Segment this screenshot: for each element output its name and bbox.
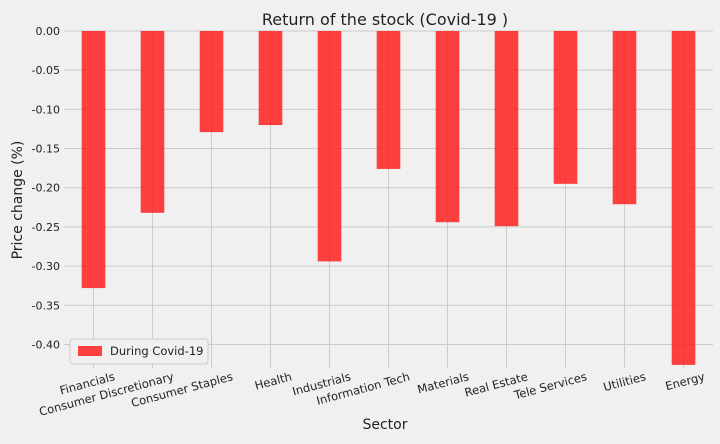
bar: [199, 31, 224, 133]
y-tick-label: -0.25: [32, 221, 60, 234]
bar: [376, 31, 401, 169]
bar: [140, 31, 165, 213]
y-tick-label: -0.40: [32, 338, 60, 351]
legend-box: [69, 338, 209, 365]
bar: [435, 31, 460, 223]
bar: [258, 31, 283, 126]
y-tick-label: -0.05: [32, 64, 60, 77]
y-axis-label: Price change (%): [10, 141, 26, 260]
bars: [81, 31, 696, 365]
legend-swatch: [78, 346, 102, 356]
y-tick-label: -0.35: [32, 299, 60, 312]
x-axis-label: Sector: [362, 417, 407, 433]
bar: [317, 31, 342, 262]
y-tick-label: 0.00: [36, 25, 61, 38]
bar: [81, 31, 106, 289]
legend: During Covid-19: [69, 338, 209, 365]
y-tick-label: -0.10: [32, 103, 60, 116]
legend-label: During Covid-19: [110, 344, 203, 358]
y-tick-label: -0.20: [32, 182, 60, 195]
y-ticks: 0.00 -0.05 -0.10 -0.15 -0.20 -0.25 -0.30 -0.35 -…: [32, 25, 60, 351]
y-tick-label: -0.15: [32, 143, 60, 156]
chart-title: Return of the stock (Covid-19 ): [262, 10, 508, 29]
bar: [553, 31, 578, 184]
bar: [494, 31, 519, 227]
bar: [612, 31, 637, 205]
bar: [671, 31, 696, 365]
y-tick-label: -0.30: [32, 260, 60, 273]
